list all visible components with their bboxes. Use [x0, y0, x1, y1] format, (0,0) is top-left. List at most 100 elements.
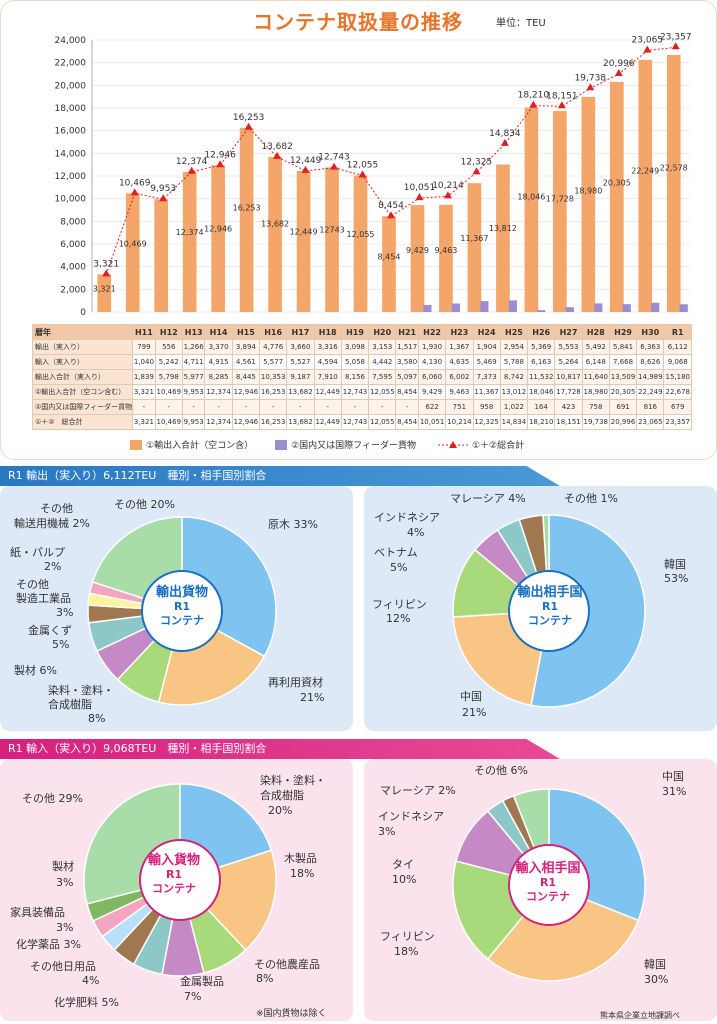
- bar-value-label: 22,578: [660, 164, 688, 173]
- total-marker: [500, 138, 509, 146]
- pie-label: 53%: [664, 572, 689, 585]
- table-header-cell: H23: [445, 324, 474, 340]
- table-cell: 3,660: [286, 339, 315, 355]
- table-cell: 9,953: [181, 414, 206, 430]
- total-marker: [415, 193, 424, 201]
- pie-label: 10%: [392, 873, 417, 886]
- pie-label: 3%: [56, 876, 74, 889]
- pie-label: その他: [40, 502, 73, 515]
- table-cell: -: [313, 399, 342, 415]
- total-marker: [586, 83, 595, 91]
- table-cell: ②国内又は国際フィーダー貨物: [31, 399, 134, 415]
- table-cell: 輸出入合計（実入り）: [31, 369, 134, 385]
- table-row: 輸出入合計（実入り） 1,839 5,798 5,977 8,285 8,445 10,35…: [31, 369, 692, 385]
- table-cell: 14,989: [636, 369, 665, 385]
- legend: ①輸出入合計（空コン含） ②国内又は国際フィーダー貨物 ①＋②総合計: [130, 438, 524, 451]
- bar-feeder: [594, 303, 603, 312]
- bar-total: [467, 183, 482, 312]
- y-tick-label: 20,000: [55, 81, 87, 91]
- table-cell: 4,442: [368, 354, 397, 370]
- table-cell: 3,316: [313, 339, 342, 355]
- table-cell: 958: [472, 399, 501, 415]
- pie-label: 2%: [44, 560, 62, 573]
- table-cell: 13,509: [608, 369, 638, 385]
- total-marker: [387, 211, 395, 219]
- total-value-label: 10,214: [432, 181, 464, 191]
- total-marker: [130, 188, 139, 196]
- table-cell: 13,682: [286, 414, 315, 430]
- pie-center-export-country: 輸出相手国 R1 コンテナ: [508, 586, 592, 628]
- table-cell: 11,640: [581, 369, 610, 385]
- table-cell: 799: [132, 339, 156, 355]
- table-cell: 6,163: [527, 354, 556, 370]
- table-cell: 5,369: [527, 339, 556, 355]
- bar-total: [325, 167, 339, 312]
- bar-value-label: 8,454: [378, 252, 401, 261]
- trend-panel: コンテナ取扱量の推移 単位：TEU 0 2,000 4,000 6,000 8,000 1…: [0, 0, 717, 460]
- bar-total: [239, 127, 254, 312]
- pie-label: 紙・パルプ: [10, 546, 65, 559]
- pie-label: 18%: [290, 867, 315, 880]
- bar-value-label: 13,812: [489, 224, 517, 233]
- table-cell: -: [340, 399, 370, 415]
- legend-swatch-orange: [130, 439, 142, 450]
- table-cell: 4,594: [313, 354, 342, 370]
- table-cell: 5,058: [340, 354, 370, 370]
- total-marker: [671, 42, 680, 50]
- table-cell: 6,148: [581, 354, 610, 370]
- bar-feeder: [480, 301, 489, 312]
- bar-total: [182, 171, 197, 312]
- pie-center-export-goods: 輸出貨物 R1 コンテナ: [142, 586, 222, 628]
- pie-label: 3%: [378, 825, 396, 838]
- table-header-cell: H22: [417, 324, 447, 340]
- table-cell: 423: [554, 399, 583, 415]
- bar-feeder: [508, 300, 517, 312]
- table-cell: 12,055: [368, 384, 397, 400]
- pie-label: 家具装備品: [10, 906, 65, 919]
- bar-total: [353, 175, 368, 312]
- total-value-label: 18,151: [546, 91, 578, 101]
- table-cell: 5,788: [499, 354, 529, 370]
- pie-label: その他: [16, 578, 49, 591]
- pie-label: ベトナム: [374, 546, 418, 559]
- unit-label: 単位：TEU: [496, 18, 546, 29]
- bar-total: [581, 96, 596, 312]
- pie-label: 4%: [82, 974, 100, 987]
- y-tick-label: 6,000: [60, 240, 86, 250]
- table-cell: 12,374: [204, 414, 233, 430]
- bar-value-label: 10,469: [119, 240, 147, 249]
- note: ※国内貨物は除く: [256, 1009, 327, 1019]
- y-tick-label: 24,000: [55, 36, 87, 46]
- table-cell: 13,682: [286, 384, 315, 400]
- table-cell: 輸出（実入り）: [31, 339, 134, 355]
- pie-label: 5%: [52, 638, 70, 651]
- total-marker: [244, 122, 253, 130]
- table-cell: 20,305: [608, 384, 638, 400]
- legend-label-2: ②国内又は国際フィーダー貨物: [291, 441, 416, 451]
- table-cell: 3,098: [340, 339, 370, 355]
- pie-label: 再利用資材: [268, 676, 323, 689]
- total-marker: [443, 191, 452, 199]
- table-cell: 10,051: [417, 414, 447, 430]
- pie-label: 染料・塗料・: [260, 774, 326, 787]
- table-cell: 5,577: [259, 354, 288, 370]
- bar-value-label: 9,463: [434, 246, 457, 255]
- table-row: ②国内又は国際フィーダー貨物 - - - - - - - - - - -622 751 958 1,022 1…: [31, 399, 692, 415]
- pie-center-import-country: 輸入相手国 R1 コンテナ: [506, 862, 590, 904]
- total-value-label: 10,051: [404, 183, 436, 193]
- pie-label: 20%: [268, 804, 293, 817]
- total-marker: [472, 167, 481, 175]
- pie-label: 原木 33%: [268, 518, 318, 531]
- pie-label: マレーシア 2%: [380, 784, 456, 797]
- table-cell: 9,187: [286, 369, 315, 385]
- bar-feeder: [537, 310, 546, 312]
- total-marker: [614, 69, 623, 77]
- table-cell: 14,834: [499, 414, 529, 430]
- pie-label: その他 20%: [114, 498, 175, 511]
- total-value-label: 19,738: [575, 73, 607, 83]
- bar-total: [211, 165, 225, 312]
- bar-feeder: [423, 304, 432, 312]
- pie-center-year: R1: [165, 868, 183, 881]
- pie-label: インドネシア: [374, 511, 440, 524]
- table-cell: 23,065: [636, 414, 665, 430]
